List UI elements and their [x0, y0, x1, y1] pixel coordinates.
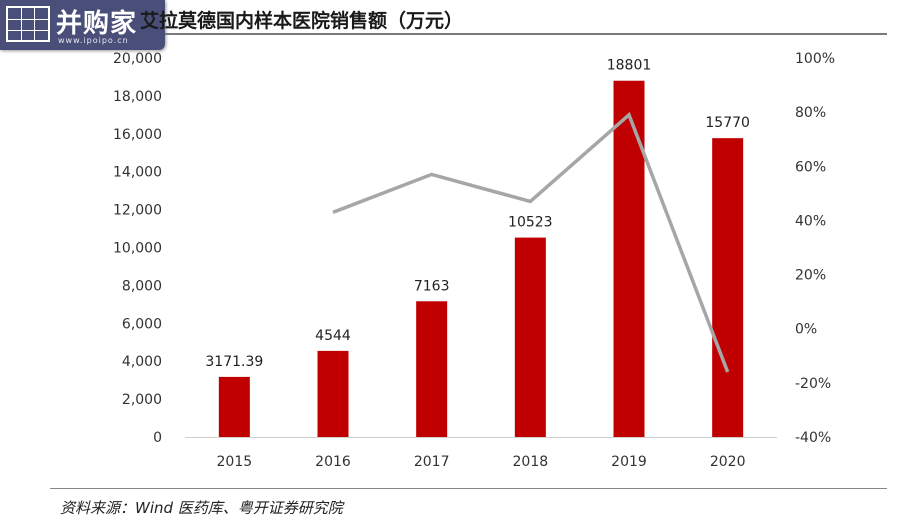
y-right-tick-label: 80%: [795, 105, 826, 121]
y-right-tick-label: 100%: [795, 51, 835, 67]
title-rule: [165, 33, 887, 35]
y-right-tick-label: 40%: [795, 213, 826, 229]
x-tick-label: 2017: [414, 454, 450, 470]
y-right-tick-label: -40%: [795, 430, 831, 446]
y-right-tick-label: 60%: [795, 159, 826, 175]
y-left-tick-label: 18,000: [113, 89, 162, 105]
chart-grid-icon: [6, 6, 50, 42]
bar: [416, 301, 448, 437]
y-left-tick-label: 16,000: [113, 127, 162, 143]
x-tick-label: 2020: [710, 454, 746, 470]
source-note: 资料来源：Wind 医药库、粤开证券研究院: [60, 499, 343, 517]
y-left-tick-label: 20,000: [113, 51, 162, 67]
x-tick-label: 2019: [611, 454, 647, 470]
bar-data-label: 4544: [315, 328, 351, 344]
x-tick-label: 2018: [513, 454, 549, 470]
y-left-tick-label: 4,000: [122, 354, 162, 370]
bar-data-label: 15770: [705, 115, 750, 131]
logo-url: www.ipoipo.cn: [58, 36, 129, 45]
chart-title: 艾拉莫德国内样本医院销售额（万元）: [140, 10, 464, 32]
x-tick-label: 2015: [217, 454, 253, 470]
growth-line: [332, 111, 730, 373]
y-left-tick-label: 6,000: [122, 316, 162, 332]
y-right-tick-label: 0%: [795, 322, 817, 338]
y-left-tick-label: 12,000: [113, 203, 162, 219]
bar: [712, 138, 744, 437]
bar: [613, 80, 645, 438]
footer-rule: [50, 488, 887, 489]
bar-data-label: 7163: [414, 278, 450, 294]
bar: [514, 237, 546, 437]
y-left-tick-label: 10,000: [113, 241, 162, 257]
y-left-tick-label: 0: [153, 430, 162, 446]
y-left-tick-label: 14,000: [113, 165, 162, 181]
bar-data-label: 18801: [607, 58, 652, 74]
bar: [218, 376, 250, 437]
logo-name: 并购家: [56, 9, 138, 39]
y-right-tick-label: 20%: [795, 268, 826, 284]
x-tick-label: 2016: [315, 454, 351, 470]
y-left-tick-label: 8,000: [122, 278, 162, 294]
bar-data-label: 10523: [508, 215, 553, 231]
logo: 并购家 www.ipoipo.cn: [0, 0, 165, 50]
y-left-tick-label: 2,000: [122, 392, 162, 408]
bar-data-label: 3171.39: [205, 354, 263, 370]
bar: [317, 350, 349, 437]
y-right-tick-label: -20%: [795, 376, 831, 392]
